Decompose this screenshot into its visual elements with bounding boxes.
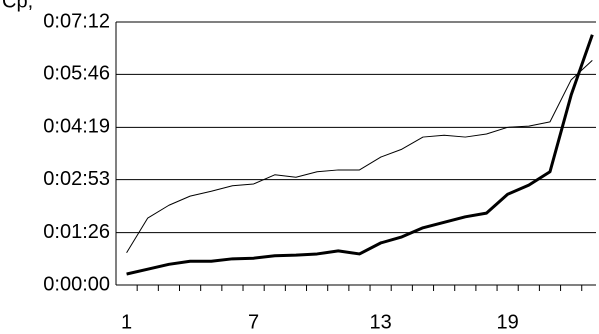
series-line (126, 59, 593, 253)
chart-title: Ср, (2, 0, 33, 12)
y-tick-label: 0:07:12 (43, 10, 110, 32)
y-tick-label: 0:02:53 (43, 168, 110, 190)
x-tick-label: 1 (121, 311, 132, 333)
x-tick-label: 19 (497, 311, 519, 333)
x-tick-label: 7 (248, 311, 259, 333)
x-tick-label: 13 (370, 311, 392, 333)
series-line (126, 34, 594, 276)
y-tick-label: 0:00:00 (43, 273, 110, 295)
y-tick-label: 0:01:26 (43, 221, 110, 243)
y-tick-label: 0:04:19 (43, 116, 110, 138)
y-tick-label: 0:05:46 (43, 63, 110, 85)
